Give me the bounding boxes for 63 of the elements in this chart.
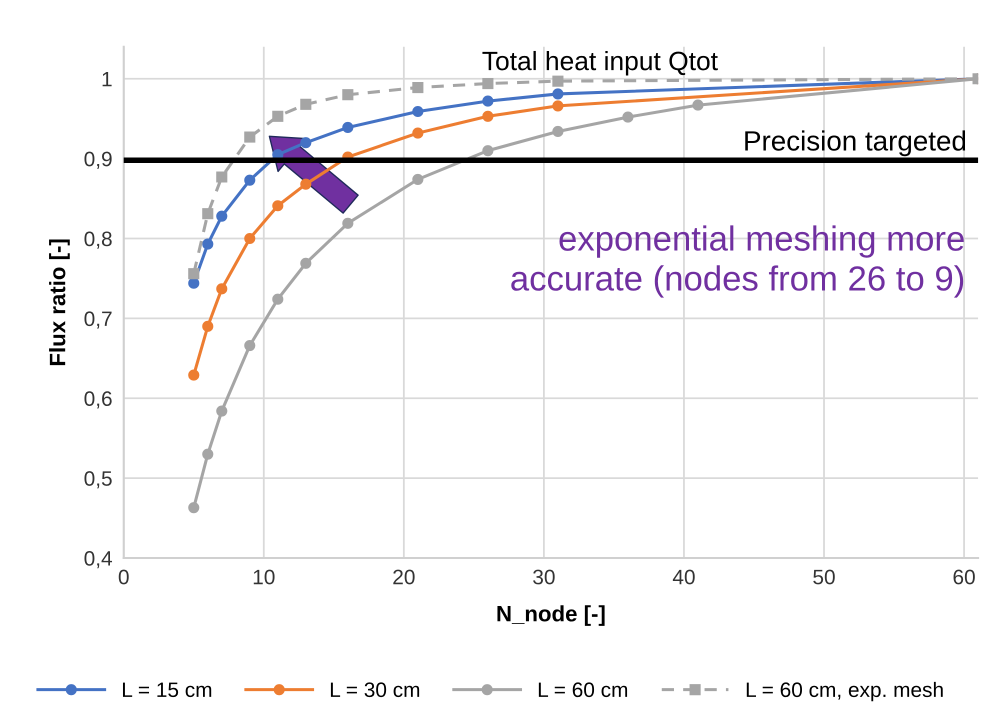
- annotation: exponential meshing more accurate (nodes from 26 to 9): [511, 225, 964, 298]
- x-tick-label: 60: [954, 570, 975, 584]
- point: [244, 232, 256, 244]
- point: [412, 82, 424, 94]
- point: [692, 100, 704, 111]
- point: [342, 218, 354, 229]
- point: [300, 258, 312, 269]
- point: [202, 238, 214, 250]
- x-tick-label: 0: [118, 570, 129, 584]
- point: [216, 210, 228, 222]
- point: [216, 283, 228, 294]
- point: [272, 294, 284, 305]
- point: [202, 208, 214, 220]
- y-axis-title: Flux ratio [-]: [49, 239, 70, 366]
- point: [272, 110, 284, 122]
- point: [552, 88, 564, 100]
- x-tick-label: 20: [393, 570, 415, 584]
- point: [482, 110, 494, 122]
- x-tick-label: 10: [254, 570, 275, 584]
- legend-label: L = 30 cm: [330, 682, 420, 698]
- point: [202, 448, 214, 460]
- point: [342, 89, 354, 100]
- point: [622, 112, 634, 123]
- point: [188, 370, 200, 381]
- y-tick-label: 0,8: [84, 232, 112, 249]
- point: [188, 278, 200, 289]
- point: [188, 268, 200, 280]
- x-axis-title: N_node [-]: [497, 605, 605, 626]
- point: [300, 98, 312, 110]
- point: [244, 174, 256, 186]
- point: [552, 100, 564, 112]
- point: [300, 137, 312, 148]
- point: [300, 178, 312, 190]
- point: [188, 502, 200, 514]
- point: [482, 78, 494, 90]
- annotation: Total heat input Qtot: [482, 50, 718, 76]
- x-tick-label: 50: [813, 570, 835, 584]
- point: [216, 405, 228, 417]
- point: [482, 96, 494, 107]
- y-tick-label: 0,4: [84, 551, 112, 568]
- y-tick-label: 0,5: [84, 471, 112, 488]
- x-tick-label: 30: [533, 570, 555, 584]
- ref-line-label: Precision targeted: [745, 130, 966, 156]
- y-tick-label: 1: [102, 72, 112, 86]
- point: [216, 171, 228, 183]
- legend-label: L = 60 cm: [538, 682, 628, 698]
- point: [244, 340, 256, 352]
- legend-label: L = 60 cm, exp. mesh: [746, 682, 943, 702]
- point: [244, 132, 256, 143]
- point: [552, 76, 564, 87]
- y-tick-label: 0,7: [84, 311, 112, 329]
- point: [342, 122, 354, 134]
- point: [482, 145, 494, 156]
- y-tick-label: 0,9: [84, 152, 112, 169]
- point: [412, 106, 424, 118]
- point: [272, 200, 284, 212]
- point: [412, 174, 424, 185]
- y-tick-label: 0,6: [84, 391, 112, 408]
- x-tick-label: 40: [672, 570, 695, 584]
- point: [202, 320, 214, 332]
- point: [552, 126, 564, 138]
- point: [412, 128, 424, 139]
- legend-label: L = 15 cm: [122, 682, 212, 698]
